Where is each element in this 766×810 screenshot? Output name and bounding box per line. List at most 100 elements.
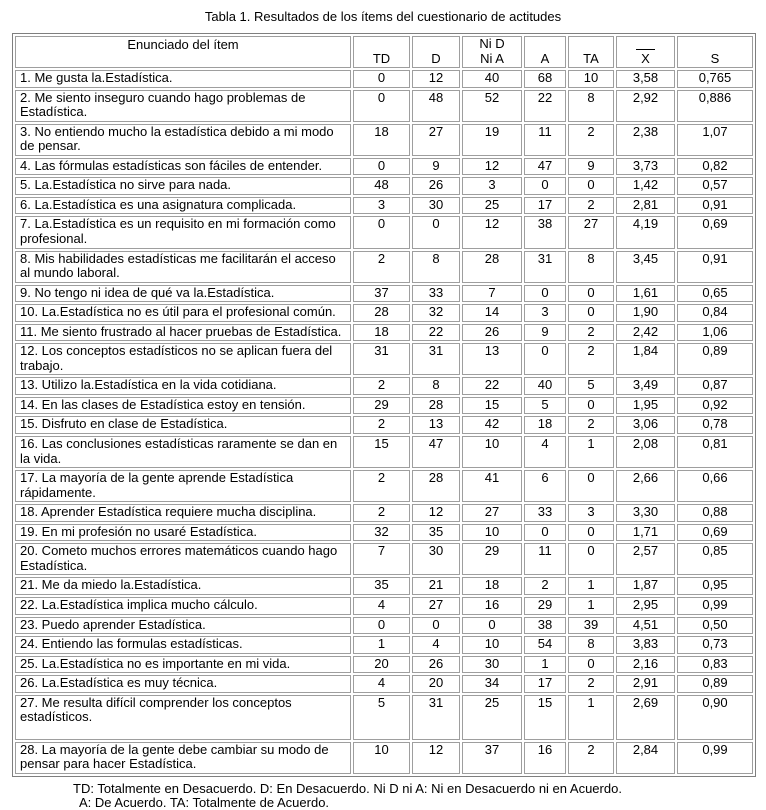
value-d: 48	[412, 89, 460, 122]
footnote-line-2: A: De Acuerdo. TA: Totalmente de Acuerdo…	[79, 794, 330, 810]
value-td: 28	[353, 304, 410, 322]
value-ni: 22	[462, 377, 522, 395]
value-ta: 27	[568, 216, 614, 249]
table-row: 7. La.Estadística es un requisito en mi …	[15, 216, 753, 249]
value-ni: 25	[462, 694, 522, 740]
results-table: Enunciado del ítem TD D Ni D Ni A A TA X …	[12, 33, 756, 777]
item-statement: 22. La.Estadística implica mucho cálculo…	[15, 596, 351, 615]
value-ta: 0	[568, 304, 614, 322]
value-ta: 10	[568, 70, 614, 88]
value-ni: 28	[462, 250, 522, 283]
table-row: 23. Puedo aprender Estadística. 0 0 0 38 39 4,…	[15, 616, 753, 635]
results-table-body: 1. Me gusta la.Estadística. 0 12 40 68 10 3,58…	[15, 70, 753, 774]
table-row: 3. No entiendo mucho la estadística debi…	[15, 123, 753, 156]
value-d: 9	[412, 157, 460, 176]
value-ta: 0	[568, 470, 614, 503]
value-a: 17	[524, 196, 566, 215]
value-ta: 1	[568, 577, 614, 595]
value-s: 0,69	[677, 523, 753, 542]
item-statement: 19. En mi profesión no usaré Estadística…	[15, 523, 351, 542]
value-mean: 1,84	[616, 343, 675, 376]
table-caption: Tabla 1. Resultados de los ítems del cue…	[204, 9, 562, 24]
value-td: 0	[353, 157, 410, 176]
value-d: 28	[412, 396, 460, 415]
value-ni: 52	[462, 89, 522, 122]
item-statement: 1. Me gusta la.Estadística.	[15, 70, 351, 88]
value-a: 0	[524, 177, 566, 195]
item-statement: 4. Las fórmulas estadísticas son fáciles…	[15, 157, 351, 176]
value-ta: 1	[568, 596, 614, 615]
item-statement: 26. La.Estadística es muy técnica.	[15, 675, 351, 693]
value-s: 0,81	[677, 436, 753, 469]
value-a: 68	[524, 70, 566, 88]
table-row: 21. Me da miedo la.Estadística. 35 21 18 2 1 1…	[15, 577, 753, 595]
value-td: 5	[353, 694, 410, 740]
value-mean: 2,57	[616, 543, 675, 576]
value-ta: 1	[568, 694, 614, 740]
table-row: 18. Aprender Estadística requiere mucha …	[15, 504, 753, 522]
mean-xbar-symbol: X	[636, 48, 655, 67]
value-ni: 13	[462, 343, 522, 376]
value-mean: 3,83	[616, 636, 675, 654]
col-header-td: TD	[353, 36, 410, 69]
value-td: 48	[353, 177, 410, 195]
value-td: 2	[353, 250, 410, 283]
item-statement: 20. Cometo muchos errores matemáticos cu…	[15, 543, 351, 576]
item-statement: 10. La.Estadística no es útil para el pr…	[15, 304, 351, 322]
value-ni: 18	[462, 577, 522, 595]
item-statement: 3. No entiendo mucho la estadística debi…	[15, 123, 351, 156]
value-s: 0,84	[677, 304, 753, 322]
value-s: 0,85	[677, 543, 753, 576]
item-statement: 11. Me siento frustrado al hacer pruebas…	[15, 323, 351, 342]
table-row: 27. Me resulta difícil comprender los co…	[15, 694, 753, 740]
item-statement: 18. Aprender Estadística requiere mucha …	[15, 504, 351, 522]
item-statement: 27. Me resulta difícil comprender los co…	[15, 694, 351, 740]
value-d: 26	[412, 177, 460, 195]
value-s: 0,50	[677, 616, 753, 635]
value-mean: 2,42	[616, 323, 675, 342]
value-mean: 1,95	[616, 396, 675, 415]
header-row: Enunciado del ítem TD D Ni D Ni A A TA X …	[15, 36, 753, 69]
value-td: 3	[353, 196, 410, 215]
value-td: 18	[353, 323, 410, 342]
value-d: 12	[412, 741, 460, 774]
item-statement: 15. Disfruto en clase de Estadística.	[15, 416, 351, 435]
item-statement: 5. La.Estadística no sirve para nada.	[15, 177, 351, 195]
value-ni: 40	[462, 70, 522, 88]
value-a: 11	[524, 543, 566, 576]
value-a: 6	[524, 470, 566, 503]
value-ni: 3	[462, 177, 522, 195]
value-mean: 2,91	[616, 675, 675, 693]
item-statement: 28. La mayoría de la gente debe cambiar …	[15, 741, 351, 774]
col-header-nid-nia: Ni D Ni A	[462, 36, 522, 69]
value-td: 10	[353, 741, 410, 774]
table-row: 26. La.Estadística es muy técnica. 4 20 34 1…	[15, 675, 753, 693]
value-td: 0	[353, 216, 410, 249]
value-mean: 1,71	[616, 523, 675, 542]
value-s: 0,69	[677, 216, 753, 249]
table-row: 10. La.Estadística no es útil para el pr…	[15, 304, 753, 322]
value-a: 38	[524, 216, 566, 249]
value-ta: 0	[568, 284, 614, 303]
value-a: 47	[524, 157, 566, 176]
value-ni: 10	[462, 523, 522, 542]
value-d: 8	[412, 250, 460, 283]
value-td: 32	[353, 523, 410, 542]
value-mean: 2,69	[616, 694, 675, 740]
value-d: 8	[412, 377, 460, 395]
value-a: 15	[524, 694, 566, 740]
value-a: 18	[524, 416, 566, 435]
value-mean: 1,87	[616, 577, 675, 595]
value-mean: 2,16	[616, 655, 675, 674]
value-td: 18	[353, 123, 410, 156]
value-td: 4	[353, 675, 410, 693]
value-td: 0	[353, 70, 410, 88]
value-td: 37	[353, 284, 410, 303]
value-d: 30	[412, 196, 460, 215]
value-ta: 2	[568, 741, 614, 774]
value-a: 0	[524, 523, 566, 542]
value-ta: 2	[568, 675, 614, 693]
table-row: 15. Disfruto en clase de Estadística. 2 13…	[15, 416, 753, 435]
value-td: 35	[353, 577, 410, 595]
